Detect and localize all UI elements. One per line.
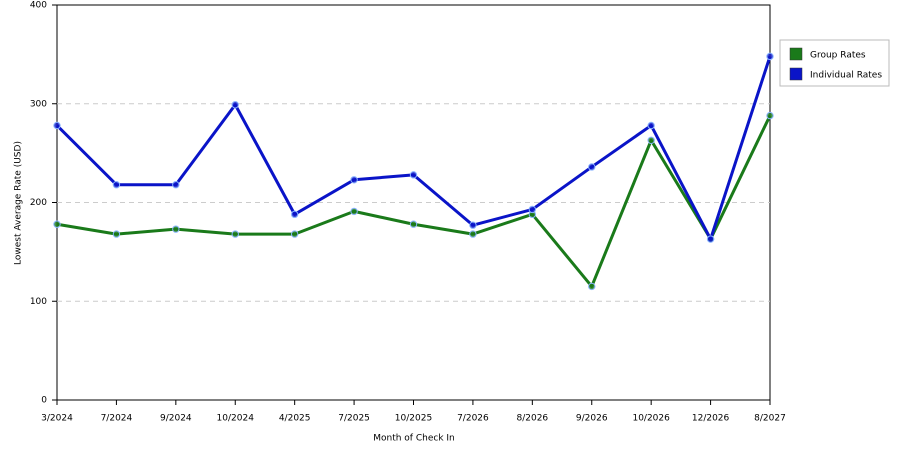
- data-point: [350, 176, 358, 184]
- legend-swatch: [789, 47, 803, 61]
- data-point: [112, 230, 121, 238]
- data-point: [409, 220, 418, 228]
- x-tick-label: 7/2026: [457, 414, 489, 424]
- x-tick-label: 3/2024: [41, 414, 73, 424]
- x-tick-label: 4/2025: [279, 414, 311, 424]
- y-tick-label: 200: [30, 198, 47, 208]
- data-point: [172, 181, 180, 189]
- data-point: [588, 282, 596, 291]
- y-tick-label: 300: [30, 99, 47, 109]
- x-tick-label: 10/2025: [395, 414, 432, 424]
- y-axis-label: Lowest Average Rate (USD): [14, 141, 24, 265]
- data-point: [588, 163, 596, 171]
- data-point: [766, 52, 774, 61]
- data-point: [231, 230, 239, 238]
- data-point: [469, 230, 477, 238]
- data-point: [112, 181, 121, 189]
- data-point: [53, 121, 61, 130]
- x-tick-label: 7/2024: [101, 414, 133, 424]
- legend-label: Group Rates: [810, 51, 866, 61]
- x-tick-label: 8/2027: [754, 414, 786, 424]
- x-tick-label: 7/2025: [338, 414, 370, 424]
- y-tick-label: 400: [30, 1, 47, 11]
- data-point: [172, 225, 180, 233]
- data-point: [53, 220, 61, 228]
- y-tick-label: 0: [41, 396, 47, 406]
- data-point: [766, 111, 774, 120]
- legend-label: Individual Rates: [810, 71, 882, 81]
- data-point: [647, 136, 655, 144]
- x-tick-label: 10/2024: [217, 414, 255, 424]
- data-point: [647, 121, 655, 130]
- data-point: [528, 205, 537, 214]
- data-point: [409, 171, 418, 179]
- data-point: [290, 210, 299, 219]
- x-tick-label: 8/2026: [516, 414, 548, 424]
- data-point: [290, 230, 299, 238]
- x-tick-label: 9/2026: [576, 414, 608, 424]
- x-tick-label: 9/2024: [160, 414, 192, 424]
- legend-swatch: [789, 67, 803, 81]
- x-axis-label: Month of Check In: [373, 434, 455, 444]
- x-tick-label: 10/2026: [632, 414, 670, 424]
- data-point: [706, 235, 715, 243]
- x-tick-label: 12/2026: [692, 414, 730, 424]
- data-point: [350, 207, 358, 216]
- data-point: [231, 101, 239, 109]
- y-tick-label: 100: [30, 297, 47, 307]
- data-point: [469, 221, 477, 229]
